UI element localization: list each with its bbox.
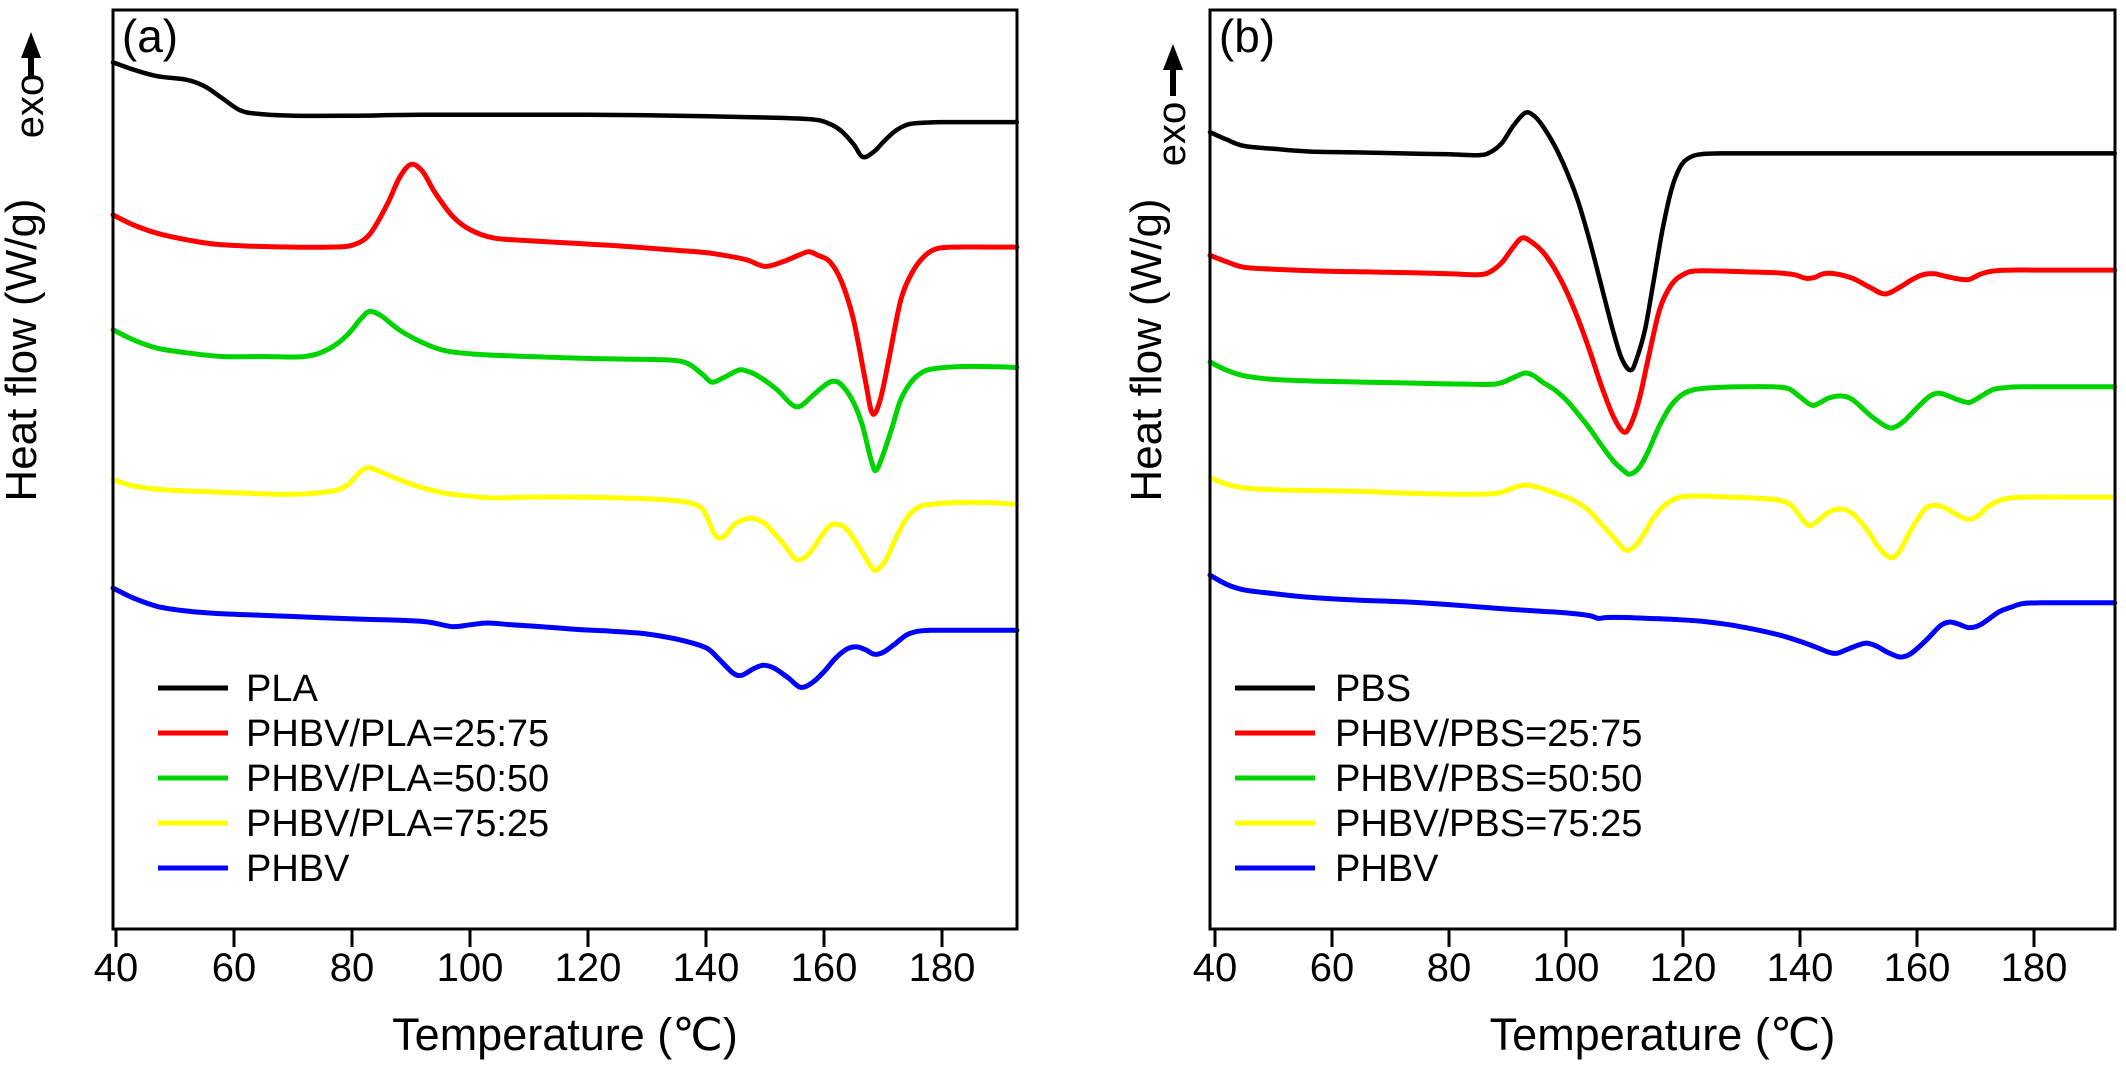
x-tick-label: 80 (1427, 946, 1472, 990)
curve-phbv-pbs-25-75 (1207, 235, 2118, 435)
x-tick-label: 80 (330, 946, 375, 990)
curve-phbv-pbs-50-50 (1207, 359, 2118, 477)
curve-phbv (110, 585, 1020, 690)
plot-border (111, 8, 1019, 931)
curve-phbv-pla-25-75 (110, 161, 1020, 417)
legend-label: PHBV (246, 848, 350, 890)
x-tick-label: 60 (1310, 946, 1355, 990)
panel-b: 40 60 80 100 120 140 160 180 Temperature (℃) Heat… (1063, 0, 2126, 1071)
x-axis-label: Temperature (℃) (392, 1009, 738, 1060)
y-axis-label: Heat flow (W/g) (0, 198, 46, 501)
x-tick-label: 60 (212, 946, 257, 990)
curve-pla (110, 60, 1020, 160)
dsc-chart-svg: 40 60 80 100 120 140 160 180 Temperature (℃) Heat… (1122, 8, 2118, 1060)
exo-arrowhead-icon (21, 32, 41, 58)
legend-label: PHBV (1335, 848, 1439, 890)
x-tick-label: 120 (1650, 946, 1717, 990)
x-tick-label: 140 (1767, 946, 1834, 990)
legend-label: PHBV/PBS=75:25 (1335, 803, 1642, 845)
plot-border (1208, 8, 2117, 931)
x-tick-label: 120 (555, 946, 622, 990)
x-axis-label: Temperature (℃) (1490, 1009, 1836, 1060)
legend-label: PHBV/PBS=25:75 (1335, 713, 1642, 755)
legend-label: PHBV/PLA=25:75 (246, 713, 549, 755)
legend-label: PHBV/PLA=50:50 (246, 758, 549, 800)
y-axis-label: Heat flow (W/g) (1122, 198, 1171, 501)
x-tick-label: 40 (1193, 946, 1238, 990)
x-tick-label: 100 (1533, 946, 1600, 990)
panel-label: (a) (122, 10, 178, 62)
x-tick-label: 40 (94, 946, 139, 990)
curve-phbv-pla-50-50 (110, 308, 1020, 474)
exo-label: exo (8, 74, 52, 139)
legend-label: PLA (246, 668, 318, 710)
x-tick-label: 180 (909, 946, 976, 990)
curve-phbv (1207, 572, 2118, 660)
dsc-chart-svg: 40 60 80 100 120 140 160 180 Temperature (℃) Heat… (0, 8, 1020, 1060)
x-tick-label: 160 (791, 946, 858, 990)
curve-phbv-pbs-75-25 (1207, 475, 2118, 561)
curve-pbs (1207, 110, 2117, 373)
legend-label: PBS (1335, 668, 1411, 710)
x-tick-label: 100 (437, 946, 504, 990)
panel-label: (b) (1219, 10, 1275, 62)
panel-a: 40 60 80 100 120 140 160 180 Temperature (℃) Heat… (0, 0, 1063, 1071)
legend-label: PHBV/PBS=50:50 (1335, 758, 1642, 800)
exo-arrowhead-icon (1163, 44, 1183, 70)
legend-label: PHBV/PLA=75:25 (246, 803, 549, 845)
x-tick-label: 140 (673, 946, 740, 990)
x-tick-label: 160 (1884, 946, 1951, 990)
exo-label: exo (1150, 102, 1194, 167)
curve-phbv-pla-75-25 (110, 465, 1020, 573)
x-tick-label: 180 (2001, 946, 2068, 990)
